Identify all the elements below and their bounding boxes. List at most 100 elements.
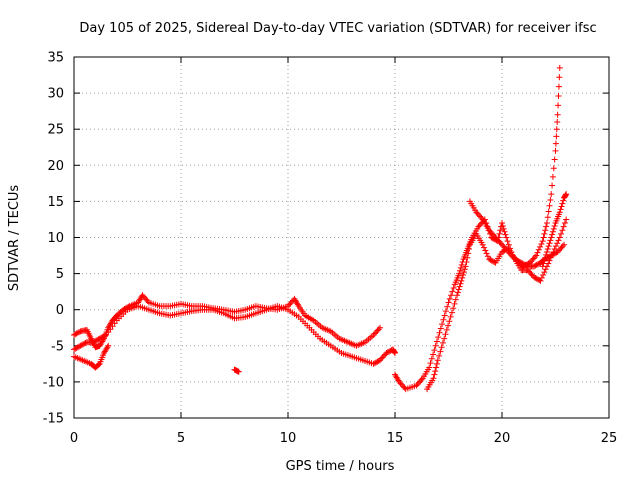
y-tick-label: 35 bbox=[47, 51, 64, 66]
data-point bbox=[514, 257, 521, 264]
data-point bbox=[555, 83, 562, 90]
data-point bbox=[493, 235, 500, 242]
data-point bbox=[555, 237, 562, 244]
data-point bbox=[529, 256, 536, 263]
data-point bbox=[541, 230, 548, 237]
data-point bbox=[478, 215, 485, 222]
data-point bbox=[413, 382, 420, 389]
data-point bbox=[392, 350, 398, 357]
data-point bbox=[370, 360, 377, 367]
data-point bbox=[435, 334, 442, 341]
data-point bbox=[447, 313, 454, 320]
data-point bbox=[507, 251, 514, 258]
data-point bbox=[497, 240, 504, 247]
data-point bbox=[523, 262, 530, 269]
data-point bbox=[548, 234, 555, 241]
data-point bbox=[139, 292, 146, 299]
data-point bbox=[560, 223, 567, 230]
data-point bbox=[550, 251, 557, 258]
data-point bbox=[540, 234, 547, 241]
data-point bbox=[443, 326, 450, 333]
data-point bbox=[287, 300, 294, 307]
data-point bbox=[547, 196, 554, 203]
x-tick-label: 15 bbox=[387, 431, 404, 446]
data-point bbox=[454, 292, 461, 299]
data-point bbox=[446, 295, 453, 302]
data-point bbox=[479, 241, 486, 248]
data-point bbox=[548, 252, 555, 259]
data-point bbox=[542, 227, 549, 234]
y-tick-label: 25 bbox=[47, 123, 64, 138]
data-point bbox=[449, 288, 456, 295]
data-point bbox=[502, 231, 509, 238]
data-point bbox=[483, 250, 490, 257]
data-point bbox=[545, 243, 552, 250]
data-point bbox=[552, 250, 559, 257]
data-point bbox=[140, 293, 147, 300]
grid-lines bbox=[74, 57, 609, 418]
chart-title: Day 105 of 2025, Sidereal Day-to-day VTE… bbox=[79, 21, 596, 36]
data-point bbox=[504, 247, 511, 254]
data-point bbox=[530, 255, 537, 262]
data-point bbox=[436, 329, 443, 336]
data-point bbox=[484, 253, 491, 260]
data-point bbox=[90, 339, 97, 346]
data-point bbox=[458, 261, 465, 268]
data-point bbox=[433, 364, 440, 371]
data-point bbox=[475, 223, 482, 230]
axes: 0 5 10 15 20 25 -15 -10 -5 0 5 10 15 20 25 30 35 bbox=[43, 51, 618, 447]
y-tick-label: 10 bbox=[47, 231, 64, 246]
data-point bbox=[457, 264, 464, 271]
data-point bbox=[144, 298, 151, 305]
data-point bbox=[418, 376, 425, 383]
data-point bbox=[294, 301, 301, 308]
data-point bbox=[441, 312, 448, 319]
data-point bbox=[548, 191, 555, 198]
data-point bbox=[488, 230, 495, 237]
data-point bbox=[490, 231, 497, 238]
y-tick-label: 15 bbox=[47, 195, 64, 210]
data-point bbox=[448, 309, 455, 316]
data-point bbox=[559, 200, 566, 207]
data-point bbox=[537, 277, 544, 284]
data-point bbox=[401, 384, 408, 391]
data-point bbox=[559, 243, 566, 250]
data-point bbox=[458, 277, 465, 284]
data-point bbox=[397, 380, 404, 387]
data-point bbox=[445, 322, 452, 329]
data-point bbox=[516, 259, 523, 266]
data-point bbox=[496, 230, 503, 237]
data-point bbox=[438, 344, 445, 351]
data-point bbox=[556, 74, 563, 81]
data-point bbox=[559, 227, 566, 234]
data-point bbox=[509, 253, 516, 260]
data-point bbox=[549, 228, 556, 235]
data-point bbox=[552, 147, 559, 154]
data-point bbox=[72, 345, 79, 352]
data-point bbox=[142, 295, 149, 302]
data-point bbox=[476, 222, 483, 229]
data-point bbox=[518, 259, 525, 266]
data-point bbox=[445, 299, 452, 306]
data-point bbox=[557, 246, 564, 253]
data-point bbox=[95, 336, 102, 343]
data-point bbox=[545, 208, 552, 215]
data-point bbox=[431, 371, 438, 378]
data-point bbox=[547, 237, 554, 244]
data-point bbox=[558, 244, 565, 251]
data-point bbox=[377, 357, 384, 364]
data-point bbox=[377, 324, 384, 331]
x-tick-label: 25 bbox=[601, 431, 618, 446]
data-point bbox=[506, 250, 513, 257]
data-point bbox=[558, 203, 565, 210]
data-point bbox=[490, 258, 497, 265]
data-point bbox=[433, 338, 440, 345]
y-tick-label: -15 bbox=[43, 412, 64, 427]
data-point bbox=[430, 351, 437, 358]
data-point bbox=[436, 352, 443, 359]
data-point bbox=[499, 241, 505, 248]
data-point bbox=[374, 358, 381, 365]
data-point bbox=[99, 334, 106, 341]
